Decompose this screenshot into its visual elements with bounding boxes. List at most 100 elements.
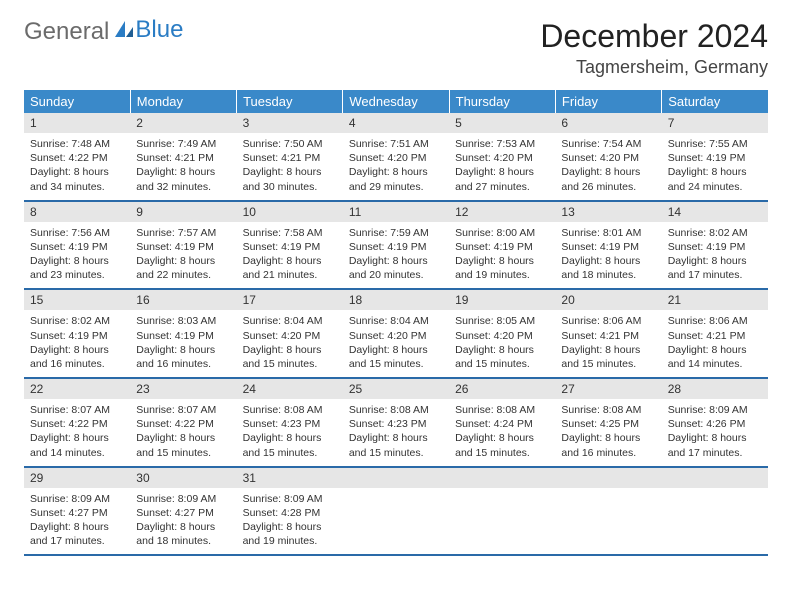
sunset-line: Sunset: 4:19 PM [136, 329, 230, 343]
sunrise-line: Sunrise: 8:02 AM [30, 314, 124, 328]
sunset-line: Sunset: 4:20 PM [561, 151, 655, 165]
sunrise-line: Sunrise: 7:54 AM [561, 137, 655, 151]
detail-row: Sunrise: 8:02 AMSunset: 4:19 PMDaylight:… [24, 310, 768, 378]
day-number-cell: 20 [555, 289, 661, 310]
day-detail-cell: Sunrise: 8:09 AMSunset: 4:26 PMDaylight:… [662, 399, 768, 467]
daylight-line: Daylight: 8 hours and 15 minutes. [349, 431, 443, 459]
day-detail-cell: Sunrise: 7:48 AMSunset: 4:22 PMDaylight:… [24, 133, 130, 201]
day-detail-cell: Sunrise: 7:49 AMSunset: 4:21 PMDaylight:… [130, 133, 236, 201]
sunrise-line: Sunrise: 8:06 AM [561, 314, 655, 328]
day-number-cell: 2 [130, 113, 236, 133]
location-subtitle: Tagmersheim, Germany [540, 57, 768, 78]
daylight-line: Daylight: 8 hours and 29 minutes. [349, 165, 443, 193]
sunrise-line: Sunrise: 8:08 AM [243, 403, 337, 417]
weekday-header: Sunday [24, 90, 130, 113]
daylight-line: Daylight: 8 hours and 18 minutes. [136, 520, 230, 548]
day-number-cell: 14 [662, 201, 768, 222]
sunrise-line: Sunrise: 7:55 AM [668, 137, 762, 151]
sunset-line: Sunset: 4:21 PM [561, 329, 655, 343]
day-detail-cell: Sunrise: 8:07 AMSunset: 4:22 PMDaylight:… [130, 399, 236, 467]
daylight-line: Daylight: 8 hours and 30 minutes. [243, 165, 337, 193]
daylight-line: Daylight: 8 hours and 22 minutes. [136, 254, 230, 282]
day-detail-cell: Sunrise: 8:08 AMSunset: 4:24 PMDaylight:… [449, 399, 555, 467]
day-detail-cell: Sunrise: 7:50 AMSunset: 4:21 PMDaylight:… [237, 133, 343, 201]
sunset-line: Sunset: 4:25 PM [561, 417, 655, 431]
sunset-line: Sunset: 4:20 PM [455, 151, 549, 165]
daylight-line: Daylight: 8 hours and 26 minutes. [561, 165, 655, 193]
sunrise-line: Sunrise: 7:53 AM [455, 137, 549, 151]
day-detail-cell: Sunrise: 8:09 AMSunset: 4:28 PMDaylight:… [237, 488, 343, 556]
daynum-row: 1234567 [24, 113, 768, 133]
logo-text-blue: Blue [135, 16, 183, 44]
day-number-cell: 15 [24, 289, 130, 310]
sunrise-line: Sunrise: 8:05 AM [455, 314, 549, 328]
day-number-cell: 28 [662, 378, 768, 399]
daylight-line: Daylight: 8 hours and 15 minutes. [243, 431, 337, 459]
sunrise-line: Sunrise: 8:04 AM [243, 314, 337, 328]
daylight-line: Daylight: 8 hours and 15 minutes. [455, 431, 549, 459]
detail-row: Sunrise: 8:07 AM Sunset: 4:22 PM Daylight:… [24, 399, 768, 467]
sunrise-line: Sunrise: 8:08 AM [455, 403, 549, 417]
day-number-cell: 22 [24, 378, 130, 399]
daylight-line: Daylight: 8 hours and 14 minutes. [668, 343, 762, 371]
daynum-row: 891011121314 [24, 201, 768, 222]
weekday-header: Tuesday [237, 90, 343, 113]
day-detail-cell: Sunrise: 8:07 AMSunset: 4:22 PMDaylight:… [24, 399, 130, 467]
sunset-line: Sunset: 4:19 PM [30, 240, 124, 254]
sunset-line: Sunset: 4:19 PM [668, 240, 762, 254]
daylight-line: Daylight: 8 hours and 23 minutes. [30, 254, 124, 282]
daylight-line: Daylight: 8 hours and 20 minutes. [349, 254, 443, 282]
sunset-line: Sunset: 4:21 PM [668, 329, 762, 343]
sunrise-line: Sunrise: 8:09 AM [243, 492, 337, 506]
sunset-line: Sunset: 4:26 PM [668, 417, 762, 431]
day-detail-cell [343, 488, 449, 556]
day-number-cell: 24 [237, 378, 343, 399]
weekday-header: Monday [130, 90, 236, 113]
sunrise-line: Sunrise: 7:48 AM [30, 137, 124, 151]
daynum-row: 15161718192021 [24, 289, 768, 310]
day-number-cell: 13 [555, 201, 661, 222]
day-number-cell: 25 [343, 378, 449, 399]
sunrise-line: Sunrise: 8:09 AM [136, 492, 230, 506]
day-number-cell [343, 467, 449, 488]
sunrise-line: Sunrise: 7:59 AM [349, 226, 443, 240]
day-detail-cell: Sunrise: 8:08 AMSunset: 4:23 PMDaylight:… [237, 399, 343, 467]
sunset-line: Sunset: 4:23 PM [243, 417, 337, 431]
sunset-line: Sunset: 4:22 PM [30, 417, 124, 431]
daylight-line: Daylight: 8 hours and 19 minutes. [243, 520, 337, 548]
daylight-line: Daylight: 8 hours and 15 minutes. [561, 343, 655, 371]
day-number-cell: 31 [237, 467, 343, 488]
day-detail-cell [449, 488, 555, 556]
day-number-cell: 17 [237, 289, 343, 310]
daylight-line: Daylight: 8 hours and 16 minutes. [136, 343, 230, 371]
day-detail-cell: Sunrise: 7:55 AMSunset: 4:19 PMDaylight:… [662, 133, 768, 201]
day-detail-cell: Sunrise: 7:54 AMSunset: 4:20 PMDaylight:… [555, 133, 661, 201]
day-detail-cell: Sunrise: 8:08 AMSunset: 4:23 PMDaylight:… [343, 399, 449, 467]
day-number-cell: 27 [555, 378, 661, 399]
day-number-cell: 18 [343, 289, 449, 310]
daylight-line: Daylight: 8 hours and 15 minutes. [455, 343, 549, 371]
sunset-line: Sunset: 4:23 PM [349, 417, 443, 431]
daylight-line: Daylight: 8 hours and 24 minutes. [668, 165, 762, 193]
sunrise-line: Sunrise: 8:09 AM [668, 403, 762, 417]
day-detail-cell: Sunrise: 8:01 AMSunset: 4:19 PMDaylight:… [555, 222, 661, 290]
day-number-cell: 5 [449, 113, 555, 133]
sunset-line: Sunset: 4:27 PM [30, 506, 124, 520]
day-number-cell: 4 [343, 113, 449, 133]
detail-row: Sunrise: 7:48 AMSunset: 4:22 PMDaylight:… [24, 133, 768, 201]
day-detail-cell: Sunrise: 8:06 AMSunset: 4:21 PMDaylight:… [662, 310, 768, 378]
daylight-line: Daylight: 8 hours and 21 minutes. [243, 254, 337, 282]
weekday-header: Friday [555, 90, 661, 113]
sunset-line: Sunset: 4:19 PM [30, 329, 124, 343]
sunset-line: Sunset: 4:19 PM [243, 240, 337, 254]
weekday-header: Saturday [662, 90, 768, 113]
sunset-line: Sunset: 4:20 PM [349, 329, 443, 343]
day-detail-cell: Sunrise: 7:53 AMSunset: 4:20 PMDaylight:… [449, 133, 555, 201]
sunrise-line: Sunrise: 7:49 AM [136, 137, 230, 151]
sunrise-line: Sunrise: 8:07 AM [136, 403, 230, 417]
detail-row: Sunrise: 7:56 AMSunset: 4:19 PMDaylight:… [24, 222, 768, 290]
sunrise-line: Sunrise: 8:06 AM [668, 314, 762, 328]
day-number-cell: 6 [555, 113, 661, 133]
sunset-line: Sunset: 4:19 PM [668, 151, 762, 165]
day-number-cell: 7 [662, 113, 768, 133]
